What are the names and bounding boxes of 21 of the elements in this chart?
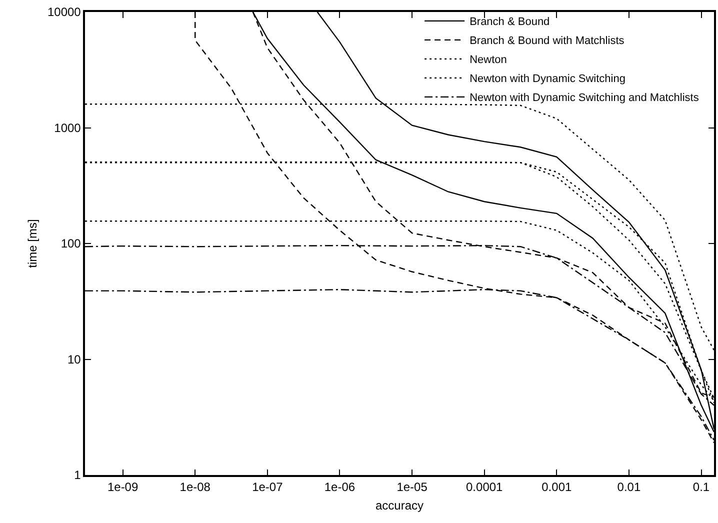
y-tick-label: 1000 xyxy=(54,120,82,135)
y-tick-label: 100 xyxy=(60,236,82,251)
x-tick-label: 0.01 xyxy=(617,480,641,494)
y-tick-label: 10 xyxy=(67,352,82,366)
x-tick-label: 0.0001 xyxy=(466,480,504,494)
x-tick-label: 1e-08 xyxy=(180,480,211,494)
y-axis-title: time [ms] xyxy=(25,219,40,268)
y-tick-label: 10000 xyxy=(47,5,82,20)
legend-label: Branch & Bound with Matchlists xyxy=(470,35,625,48)
y-tick-label: 1 xyxy=(74,468,82,482)
legend-label: Newton xyxy=(470,54,507,66)
legend-label: Branch & Bound xyxy=(470,16,550,28)
x-tick-label: 1e-06 xyxy=(324,480,356,494)
x-tick-label: 0.001 xyxy=(542,480,572,494)
x-tick-label: 1e-07 xyxy=(252,480,284,494)
x-tick-label: 1e-09 xyxy=(107,480,138,494)
x-tick-label: 1e-05 xyxy=(396,480,428,494)
x-tick-label: 0.1 xyxy=(692,480,710,494)
legend-label: Newton with Dynamic Switching xyxy=(470,73,626,86)
legend-label: Newton with Dynamic Switching and Matchlists xyxy=(470,92,700,104)
x-axis-title: accuracy xyxy=(375,498,424,513)
